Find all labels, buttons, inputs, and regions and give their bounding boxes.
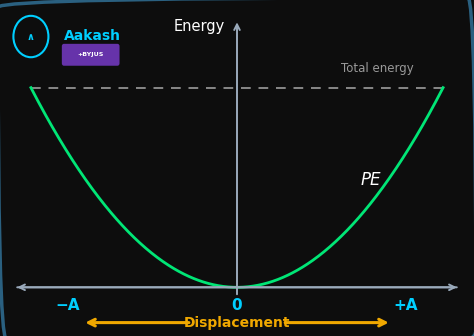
FancyBboxPatch shape: [62, 44, 119, 66]
Text: Total energy: Total energy: [341, 62, 413, 76]
Text: Energy: Energy: [173, 19, 225, 35]
Text: +BYJUS: +BYJUS: [77, 52, 104, 57]
Text: ∧: ∧: [27, 32, 35, 42]
Text: PE: PE: [361, 171, 381, 189]
Text: +A: +A: [394, 298, 418, 313]
Text: 0: 0: [232, 298, 242, 313]
Text: Displacement: Displacement: [184, 316, 290, 330]
Text: −A: −A: [56, 298, 80, 313]
Text: Aakash: Aakash: [64, 29, 121, 43]
